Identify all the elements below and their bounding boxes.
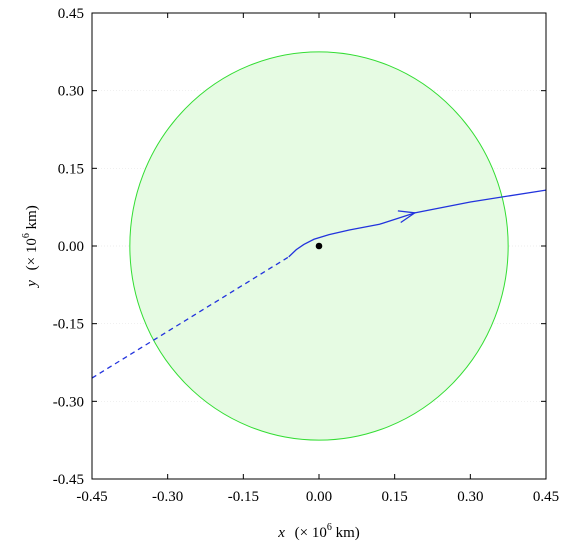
y-axis-label: y (× 106 km) xyxy=(21,205,40,289)
x-axis-exp: 6 xyxy=(327,522,332,533)
x-tick-label: 0.15 xyxy=(382,489,408,505)
x-axis-unit: km) xyxy=(332,525,360,541)
x-axis-var: x xyxy=(277,525,285,541)
x-tick-label: -0.45 xyxy=(76,489,107,505)
axis-labels: x (× 106 km) y (× 106 km) xyxy=(21,205,360,541)
y-tick-label: 0.30 xyxy=(58,84,84,100)
y-tick-label: 0.45 xyxy=(58,6,84,22)
x-tick-label: -0.30 xyxy=(152,489,183,505)
central-body-dot xyxy=(315,242,323,250)
y-tick-label: -0.45 xyxy=(53,472,84,488)
y-axis-rest: (× 10 xyxy=(24,238,40,270)
y-tick-label: 0.15 xyxy=(58,161,84,177)
x-tick-label: 0.00 xyxy=(306,489,332,505)
arrow-head xyxy=(397,210,417,224)
x-axis-label: x (× 106 km) xyxy=(277,522,360,541)
central-body xyxy=(315,242,323,250)
axis-ticks: -0.45 -0.30 -0.15 0.00 0.15 0.30 0.45 0.45 0.30 0… xyxy=(53,6,559,505)
x-tick-label: 0.45 xyxy=(533,489,559,505)
x-tick-label: 0.30 xyxy=(457,489,483,505)
trajectory xyxy=(92,189,546,379)
direction-arrow xyxy=(397,210,417,224)
outgoing-trajectory xyxy=(288,189,546,258)
y-tick-label: -0.30 xyxy=(53,394,84,410)
x-axis-rest: (× 10 xyxy=(295,525,327,541)
y-tick-label: -0.15 xyxy=(53,317,84,333)
y-axis-exp: 6 xyxy=(21,233,32,238)
y-axis-var: y xyxy=(24,280,40,289)
x-tick-label: -0.15 xyxy=(228,489,259,505)
y-axis-unit: km) xyxy=(24,205,40,233)
y-tick-label: 0.00 xyxy=(58,239,84,255)
